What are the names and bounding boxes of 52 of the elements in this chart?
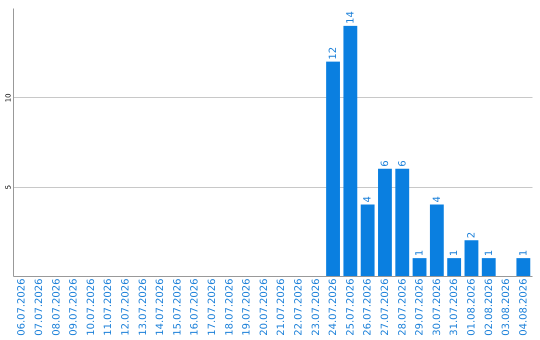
x-tick-label: 19.07.2026 (242, 278, 253, 336)
x-tick-label: 13.07.2026 (138, 278, 149, 336)
x-tick-label: 03.08.2026 (501, 278, 512, 336)
data-label: 1 (449, 250, 460, 256)
data-label: 1 (484, 250, 495, 256)
x-tick-label: 04.08.2026 (518, 278, 530, 336)
x-tick-label: 14.07.2026 (155, 278, 166, 336)
x-tick-label: 27.07.2026 (380, 278, 391, 336)
data-label: 4 (362, 196, 374, 203)
data-label: 14 (345, 11, 356, 24)
data-label: 1 (518, 250, 530, 256)
x-tick-label: 15.07.2026 (172, 278, 184, 336)
x-tick-label: 12.07.2026 (120, 278, 132, 336)
x-tick-label: 07.07.2026 (34, 278, 45, 336)
x-tick-label: 23.07.2026 (310, 278, 322, 336)
x-tick-label: 30.07.2026 (432, 278, 443, 336)
data-label: 6 (397, 160, 408, 167)
data-label: 2 (466, 232, 478, 238)
x-tick-label: 20.07.2026 (258, 278, 270, 336)
x-tick-label: 31.07.2026 (449, 278, 460, 336)
x-tick-label: 29.07.2026 (414, 278, 426, 336)
bar (430, 204, 444, 276)
bar (360, 204, 375, 276)
x-tick-label: 17.07.2026 (206, 278, 218, 336)
data-label: 12 (328, 46, 340, 60)
x-tick-label: 26.07.2026 (362, 278, 374, 336)
data-label: 6 (380, 160, 391, 167)
x-tick-label: 10.07.2026 (86, 278, 97, 336)
data-label: 4 (432, 196, 443, 203)
x-tick-label: 01.08.2026 (466, 278, 478, 336)
x-tick-label: 24.07.2026 (328, 278, 340, 336)
bar (343, 26, 358, 276)
bar (412, 258, 426, 276)
x-tick-label: 18.07.2026 (224, 278, 236, 336)
x-tick-label: 28.07.2026 (397, 278, 408, 336)
x-tick-label: 08.07.2026 (51, 278, 62, 336)
x-tick-label: 22.07.2026 (293, 278, 304, 336)
bar (378, 168, 392, 276)
bar (447, 258, 462, 276)
x-tick-label: 06.07.2026 (16, 278, 28, 336)
x-tick-label: 16.07.2026 (190, 278, 201, 336)
bar (482, 258, 496, 276)
x-tick-label: 21.07.2026 (276, 278, 288, 336)
x-tick-label: 25.07.2026 (345, 278, 356, 336)
bar (326, 62, 340, 276)
data-label: 1 (414, 250, 426, 256)
bar (395, 168, 410, 276)
bar (464, 240, 478, 276)
x-tick-label: 02.08.2026 (484, 278, 495, 336)
x-tick-label: 09.07.2026 (68, 278, 80, 336)
x-tick-label: 11.07.2026 (103, 278, 114, 336)
bar (516, 258, 530, 276)
